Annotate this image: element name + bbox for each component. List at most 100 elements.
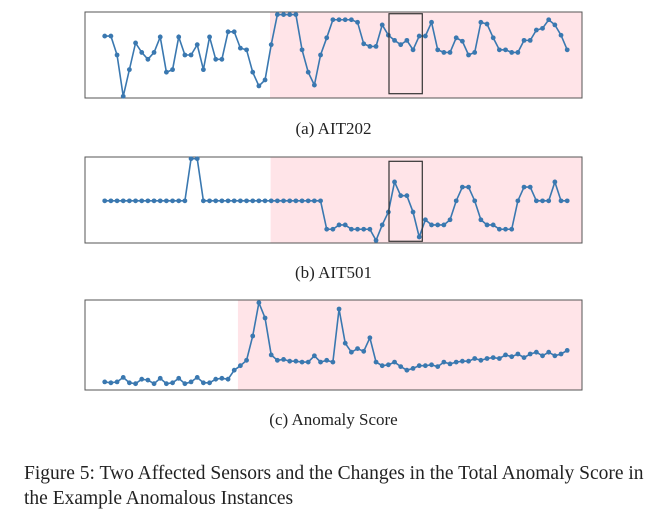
data-point bbox=[540, 353, 545, 359]
data-point bbox=[330, 17, 336, 23]
data-point bbox=[373, 359, 379, 365]
data-point bbox=[385, 209, 391, 215]
data-point bbox=[151, 198, 157, 204]
data-point bbox=[342, 222, 348, 228]
data-point bbox=[558, 32, 564, 38]
data-point bbox=[262, 315, 268, 321]
data-point bbox=[318, 198, 323, 204]
data-point bbox=[496, 356, 502, 361]
data-point bbox=[151, 381, 157, 387]
data-point bbox=[496, 47, 502, 53]
data-point bbox=[466, 184, 471, 190]
data-point bbox=[527, 351, 533, 357]
data-point bbox=[219, 198, 225, 204]
data-point bbox=[490, 35, 496, 41]
data-point bbox=[114, 198, 120, 204]
data-point bbox=[244, 198, 249, 204]
data-point bbox=[244, 47, 249, 53]
data-point bbox=[342, 17, 348, 23]
data-point bbox=[281, 198, 286, 204]
data-point bbox=[311, 198, 317, 204]
data-point bbox=[564, 198, 570, 204]
data-point bbox=[410, 47, 416, 53]
data-point bbox=[219, 56, 225, 62]
data-point bbox=[213, 376, 219, 382]
data-point bbox=[521, 37, 527, 43]
data-point bbox=[533, 198, 539, 204]
data-point bbox=[311, 82, 317, 88]
data-point bbox=[250, 198, 256, 204]
data-point bbox=[207, 380, 212, 386]
data-point bbox=[527, 184, 533, 190]
data-point bbox=[540, 25, 545, 31]
data-point bbox=[157, 34, 163, 40]
data-point bbox=[194, 156, 200, 162]
data-point bbox=[182, 381, 188, 387]
data-point bbox=[207, 198, 212, 204]
data-point bbox=[441, 222, 447, 228]
plot-frame bbox=[84, 299, 583, 391]
data-point bbox=[392, 359, 397, 365]
data-point bbox=[145, 198, 151, 204]
data-point bbox=[139, 50, 145, 55]
data-point bbox=[237, 198, 243, 204]
data-point bbox=[490, 355, 496, 360]
data-point bbox=[558, 198, 564, 204]
data-point bbox=[546, 198, 552, 204]
series-line bbox=[104, 13, 568, 97]
data-point bbox=[367, 335, 373, 341]
data-point bbox=[274, 357, 280, 363]
data-point bbox=[509, 50, 515, 55]
data-point bbox=[355, 19, 360, 25]
data-point bbox=[348, 226, 354, 232]
data-point bbox=[237, 363, 243, 369]
data-point bbox=[157, 375, 163, 381]
data-point bbox=[176, 375, 182, 381]
data-point bbox=[262, 198, 268, 204]
data-point bbox=[527, 37, 533, 43]
data-point bbox=[287, 358, 293, 364]
data-point bbox=[231, 198, 237, 204]
data-point bbox=[385, 32, 391, 38]
data-point bbox=[379, 363, 385, 369]
data-point bbox=[256, 300, 262, 306]
data-point bbox=[151, 50, 157, 55]
data-point bbox=[274, 12, 280, 17]
data-point bbox=[533, 27, 539, 33]
data-point bbox=[274, 198, 280, 204]
data-point bbox=[422, 33, 428, 39]
data-point bbox=[114, 379, 120, 385]
data-point bbox=[484, 222, 490, 228]
data-point bbox=[459, 184, 465, 190]
data-point bbox=[515, 50, 521, 55]
data-point bbox=[447, 217, 453, 223]
data-point bbox=[157, 198, 163, 204]
plot-frame bbox=[84, 11, 583, 99]
data-point bbox=[355, 226, 360, 232]
data-point bbox=[225, 376, 231, 382]
series-line bbox=[104, 157, 568, 243]
data-point bbox=[336, 306, 342, 312]
data-point bbox=[237, 45, 243, 51]
data-point bbox=[299, 198, 305, 204]
data-point bbox=[398, 364, 404, 369]
data-point bbox=[188, 379, 194, 385]
data-point bbox=[478, 357, 484, 363]
data-point bbox=[108, 380, 114, 386]
data-point bbox=[120, 375, 126, 380]
data-point bbox=[472, 198, 478, 204]
data-point bbox=[533, 349, 539, 355]
data-point bbox=[330, 226, 336, 232]
data-point bbox=[256, 83, 262, 89]
data-point bbox=[102, 379, 108, 385]
data-point bbox=[404, 37, 410, 43]
data-point bbox=[404, 367, 410, 373]
data-point bbox=[299, 359, 305, 365]
data-point bbox=[268, 198, 274, 204]
data-point bbox=[515, 351, 521, 357]
data-point bbox=[207, 34, 212, 40]
data-point bbox=[102, 33, 108, 39]
data-point bbox=[281, 357, 286, 362]
data-point bbox=[416, 234, 422, 240]
data-point bbox=[392, 179, 397, 185]
